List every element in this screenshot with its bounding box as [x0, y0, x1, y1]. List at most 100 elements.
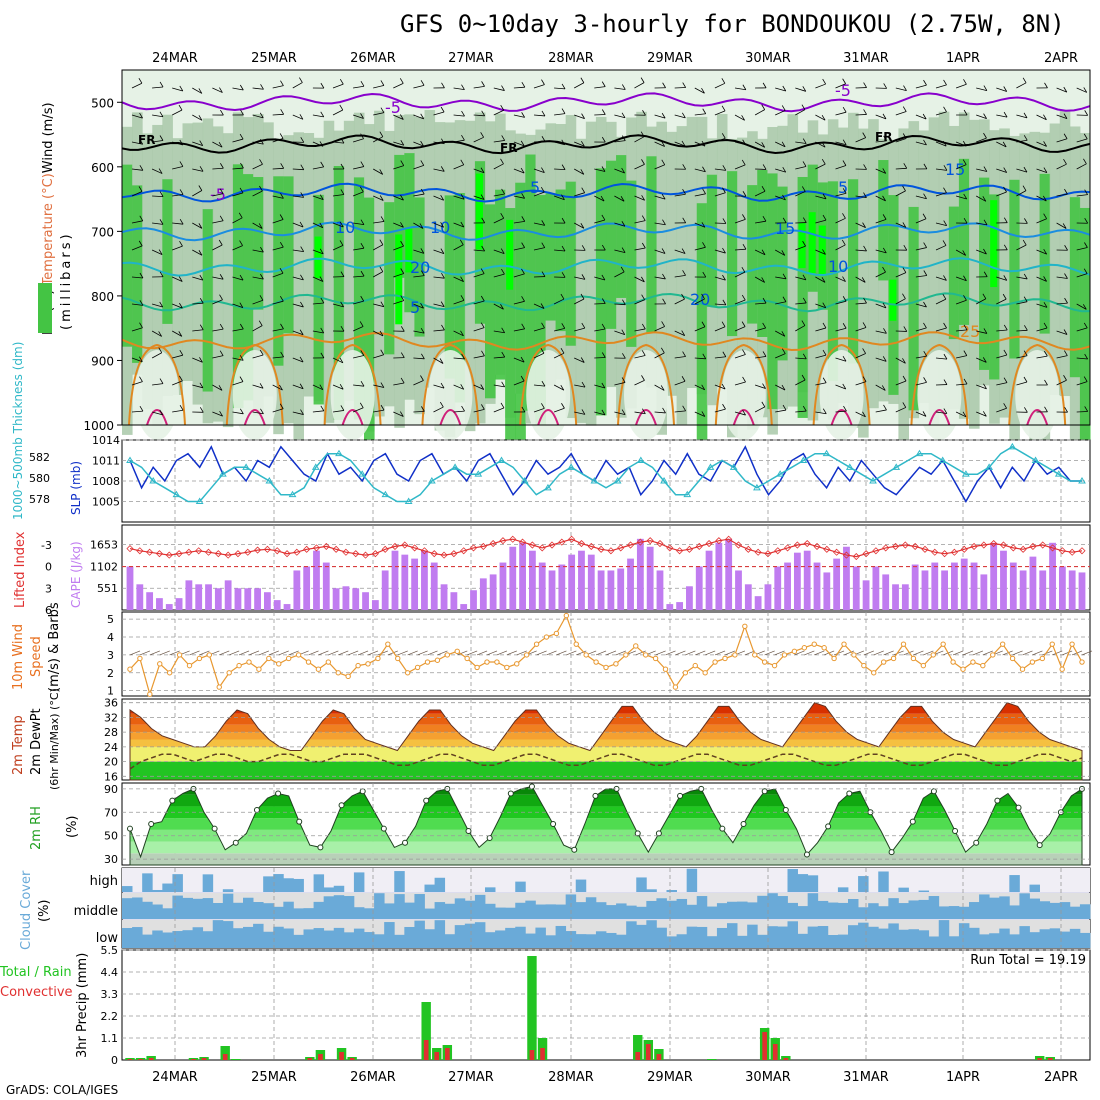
wind-barb [1063, 158, 1067, 165]
wind-barb [842, 276, 846, 282]
rh-band [797, 176, 809, 418]
lifted-marker [568, 535, 576, 543]
wind-barb [1076, 411, 1088, 413]
wind-barb [996, 168, 1007, 173]
wind-speed-marker [910, 655, 917, 662]
wind-barb [521, 193, 525, 199]
lifted-marker [332, 545, 340, 553]
wind-barb [433, 141, 445, 145]
wind-barb [441, 82, 445, 89]
cloud-cell [323, 896, 335, 919]
wind-barb [553, 141, 565, 146]
rh-marker [296, 818, 303, 825]
lifted-marker [263, 545, 271, 553]
wind-barb [380, 382, 385, 388]
cloud-cell [485, 932, 496, 948]
wind-barb [178, 104, 183, 111]
wind-speed-marker [970, 659, 976, 665]
cloud-cell [152, 889, 163, 892]
cape-bar [1009, 562, 1017, 610]
cloud-cell [495, 930, 506, 948]
cloud-cell [938, 906, 950, 919]
wind-barb [152, 86, 164, 89]
wind-barb [239, 240, 243, 246]
hot-isotherm [243, 409, 266, 426]
wind-barb [158, 347, 163, 353]
cloud-cell [918, 899, 930, 919]
wind-barb [943, 165, 948, 171]
cloud-cell [999, 928, 1010, 948]
wind-barb [955, 299, 967, 305]
surface-wind-barb [1032, 650, 1043, 656]
surface-wind-barb [546, 650, 557, 656]
wind-barb [621, 112, 626, 118]
wind-barb [614, 195, 625, 202]
wind-barb [212, 193, 224, 197]
x-tick-label-bottom: 25MAR [251, 1070, 297, 1085]
contour-label: -5 [385, 98, 401, 117]
wind-barb [441, 138, 445, 144]
y-tick-label-rh: 30 [104, 853, 118, 866]
wind-barb [963, 295, 967, 301]
cloud-cell [606, 932, 617, 948]
wind-barb [935, 245, 947, 251]
wind-barb [332, 410, 344, 413]
wind-barb [500, 248, 505, 254]
wind-barb [453, 222, 464, 228]
rh-marker [148, 821, 155, 827]
wind-barb [634, 328, 646, 332]
x-tick-label-bottom: 27MAR [448, 1070, 494, 1085]
wind-barb [855, 302, 867, 305]
cape-bar [283, 604, 291, 610]
cloud-cell [142, 934, 153, 948]
wind-barb [634, 299, 645, 305]
wind-speed-marker [1069, 641, 1075, 647]
wind-barb [473, 273, 485, 278]
cloud-cell [525, 933, 536, 948]
wind-barb [955, 195, 967, 200]
wind-barb [413, 357, 425, 360]
wind-speed-marker [593, 659, 599, 665]
wind-barb [561, 272, 566, 278]
cape-bar [479, 578, 487, 610]
cape-bar [823, 572, 831, 610]
cape-bar [754, 596, 762, 610]
wind-barb [172, 109, 183, 116]
contour-label: 10 [828, 257, 848, 276]
wind-barb [674, 356, 686, 359]
wind-barb [754, 109, 765, 116]
cape-bar [872, 566, 880, 610]
wind-speed-marker [990, 652, 996, 658]
cloud-cell [1019, 926, 1030, 948]
wind-barb [541, 403, 545, 409]
wind-barb [1063, 375, 1067, 381]
cape-bar [882, 574, 890, 610]
wind-barb [212, 299, 223, 305]
wind-barb [393, 245, 404, 251]
cape-bar [450, 592, 458, 610]
wind-barb [802, 217, 807, 223]
cape-bar [371, 600, 379, 610]
wind-barb [339, 104, 344, 111]
wind-barb [842, 106, 847, 113]
wind-barb [218, 239, 223, 246]
ylabel-cloud-unit: (%) [37, 900, 52, 923]
thickness-marker [381, 490, 390, 498]
cloud-cell [706, 906, 718, 919]
wind-speed-marker [494, 659, 500, 665]
wind-barb [1056, 138, 1068, 143]
wind-barb [902, 185, 906, 192]
wind-barb [915, 84, 927, 89]
cape-bar [440, 584, 448, 610]
wind-speed-marker [484, 659, 490, 665]
rh-marker [952, 828, 959, 835]
wind-barb [360, 219, 365, 225]
cloud-cell [636, 906, 647, 919]
wind-barb [339, 78, 344, 85]
lifted-marker [146, 548, 154, 556]
thickness-marker [706, 463, 715, 470]
wind-barb [654, 114, 666, 119]
cape-bar [862, 580, 870, 610]
thickness-marker [218, 470, 227, 477]
wind-barb [821, 277, 826, 283]
